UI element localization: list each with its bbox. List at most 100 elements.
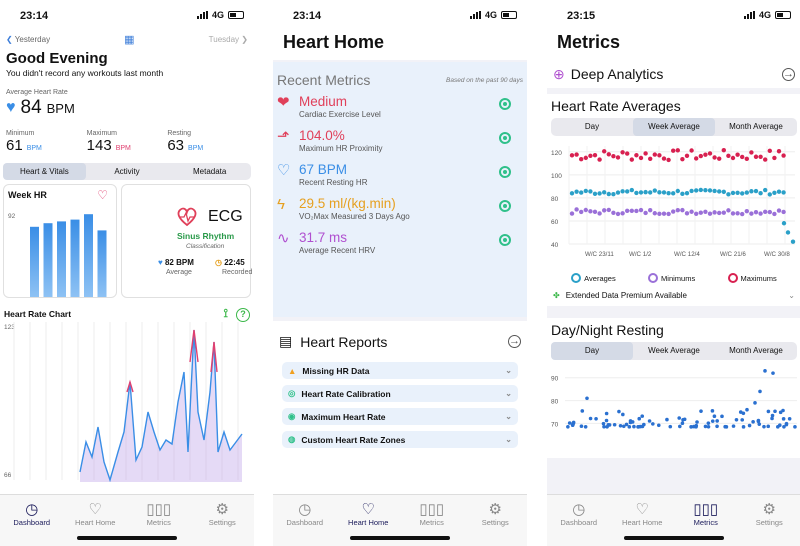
sync-icon[interactable]: ⟟ <box>223 306 228 320</box>
data-point <box>680 207 685 213</box>
hr-chart: 123 66 <box>0 322 254 482</box>
hr-line <box>79 329 243 482</box>
legend-minimums[interactable]: Minimums <box>648 273 695 283</box>
data-point <box>638 207 644 213</box>
data-point <box>602 424 606 429</box>
data-point <box>604 411 609 416</box>
report-max-hr[interactable]: ◉ Maximum Heart Rate ⌄ <box>282 408 518 425</box>
page-title: Heart Home <box>273 32 527 60</box>
data-point <box>712 155 717 160</box>
hr-area <box>80 330 242 482</box>
ecg-rhythm: Sinus Rhythm <box>177 231 235 241</box>
metric-cardiac-level[interactable]: ❤ Medium Cardiac Exercise Level <box>277 94 523 119</box>
metric-hrv[interactable]: ∿ 31.7 ms Average Recent HRV <box>277 230 523 255</box>
help-icon[interactable]: ? <box>236 308 250 322</box>
ring-icon <box>648 273 659 283</box>
tab-heart-home[interactable]: ♡ Heart Home <box>611 495 675 546</box>
ecg-card[interactable]: ECG Sinus Rhythm Classification ♥ 82 BPM… <box>121 184 252 298</box>
arrow-right-icon[interactable]: → <box>508 335 521 348</box>
tab-metrics[interactable]: ▯▯▯ Metrics <box>127 495 191 546</box>
data-point <box>638 155 644 161</box>
dashboard-segmented-control: Heart & Vitals Activity Metadata <box>3 163 251 180</box>
segment-day[interactable]: Day <box>551 342 633 360</box>
week-hr-card[interactable]: Week HR ♡ 92 <box>3 184 117 298</box>
data-point <box>766 424 771 429</box>
next-day-button[interactable]: Tuesday ❯ <box>208 34 248 44</box>
deep-analytics-row[interactable]: ⊕ Deep Analytics → <box>547 60 800 88</box>
legend-averages[interactable]: Averages <box>571 273 616 283</box>
legend-maximums[interactable]: Maximums <box>727 273 777 283</box>
hr-chart-title: Heart Rate Chart <box>4 309 72 319</box>
tab-metrics[interactable]: ▯▯▯ Metrics <box>400 495 464 546</box>
data-point <box>781 209 786 215</box>
tab-settings[interactable]: ⚙ Settings <box>464 495 528 546</box>
extended-data-row[interactable]: ✤ Extended Data Premium Available ⌄ <box>553 291 795 300</box>
recent-metrics-note: Based on the past 90 days <box>446 76 523 84</box>
hr-line-chart <box>13 322 243 482</box>
data-point <box>611 210 616 216</box>
segment-month-average[interactable]: Month Average <box>729 346 783 355</box>
magnifier-icon: ⊕ <box>553 65 565 82</box>
data-point <box>744 208 749 214</box>
data-point <box>661 190 667 195</box>
data-point <box>583 424 588 429</box>
prev-day-button[interactable]: ❮ Yesterday <box>6 34 51 44</box>
tab-settings[interactable]: ⚙ Settings <box>738 495 800 546</box>
arrow-right-icon: → <box>782 67 795 81</box>
data-point <box>642 422 646 427</box>
x-tick-label: W/C 21/6 <box>720 251 746 258</box>
segment-week-average[interactable]: Week Average <box>648 346 700 355</box>
data-point <box>749 211 754 216</box>
segment-month-average[interactable]: Month Average <box>729 122 783 131</box>
data-point <box>753 188 759 194</box>
hr-chart-header: Heart Rate Chart ⟟? <box>0 298 254 322</box>
calendar-icon[interactable]: ▦ <box>124 33 135 46</box>
week-hr-bars <box>30 214 107 297</box>
segment-metadata[interactable]: Metadata <box>193 167 227 176</box>
segment-week-average[interactable]: Week Average <box>633 118 715 136</box>
data-point <box>656 423 661 428</box>
data-point <box>597 211 602 216</box>
tab-metrics[interactable]: ▯▯▯ Metrics <box>674 495 738 546</box>
tab-settings[interactable]: ⚙ Settings <box>191 495 255 546</box>
data-point <box>770 413 775 418</box>
tab-dashboard[interactable]: ◷ Dashboard <box>273 495 337 546</box>
data-point <box>740 154 745 160</box>
segment-heart-vitals[interactable]: Heart & Vitals <box>3 163 86 180</box>
heart-icon: ♡ <box>361 501 375 518</box>
data-point <box>734 417 739 422</box>
segment-day[interactable]: Day <box>584 122 600 131</box>
tab-dashboard[interactable]: ◷ Dashboard <box>0 495 64 546</box>
data-point <box>629 187 634 193</box>
report-custom-zones[interactable]: ◍ Custom Heart Rate Zones ⌄ <box>282 431 518 448</box>
data-point <box>620 189 625 194</box>
metric-resting-hr[interactable]: ♡ 67 BPM Recent Resting HR <box>277 162 523 187</box>
data-point <box>772 190 777 195</box>
segment-activity[interactable]: Activity <box>114 167 140 176</box>
chevron-right-icon: ❯ <box>239 34 248 44</box>
chart-up-icon: ⬏ <box>277 128 290 145</box>
report-hr-calibration[interactable]: ◎ Heart Rate Calibration ⌄ <box>282 385 518 402</box>
data-point <box>787 416 792 421</box>
data-point <box>640 414 645 418</box>
data-point <box>715 419 719 423</box>
status-dot <box>499 132 511 144</box>
data-point <box>706 421 711 425</box>
status-dot <box>499 98 511 110</box>
day-night-title: Day/Night Resting <box>551 322 664 338</box>
data-point <box>756 418 761 423</box>
averages-segmented-control: Day Week Average Month Average <box>551 118 797 136</box>
data-point <box>721 210 726 215</box>
report-missing-hr-data[interactable]: ▲ Missing HR Data ⌄ <box>282 362 518 379</box>
data-point <box>666 157 671 163</box>
metric-vo2max[interactable]: ϟ 29.5 ml/(kg.min) VO₂Max Measured 3 Days… <box>277 196 523 221</box>
tab-heart-home[interactable]: ♡ Heart Home <box>337 495 401 546</box>
hr-chart-ymin: 66 <box>4 472 12 479</box>
data-point <box>698 187 703 193</box>
status-dot <box>499 234 511 246</box>
tab-dashboard[interactable]: ◷ Dashboard <box>547 495 611 546</box>
tab-heart-home[interactable]: ♡ Heart Home <box>64 495 128 546</box>
metric-max-hr-proximity[interactable]: ⬏ 104.0% Maximum HR Proximity <box>277 128 523 153</box>
data-point <box>758 211 763 216</box>
heart-outline-icon[interactable]: ♡ <box>97 188 108 202</box>
